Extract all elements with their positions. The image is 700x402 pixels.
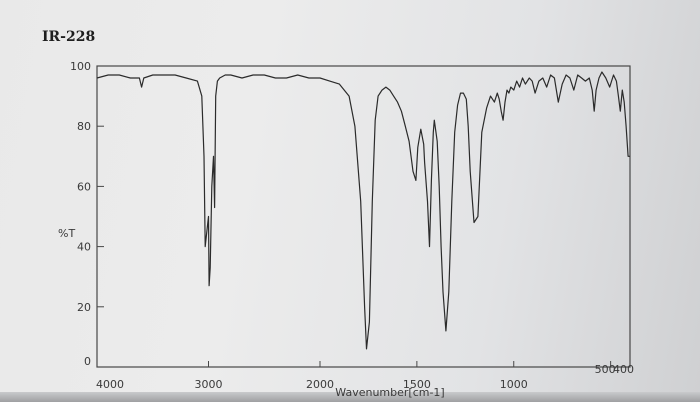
y-axis-ticks: 0 20 40 60 80 100 <box>70 60 104 368</box>
x-axis-label: Wavenumber[cm-1] <box>335 386 444 399</box>
y-tick-label: 0 <box>84 355 91 368</box>
x-tick-label: 4000 <box>96 378 124 391</box>
y-tick-label: 100 <box>70 60 91 73</box>
plot-frame <box>96 65 631 368</box>
y-axis-label: %T <box>58 227 75 240</box>
x-tick-label: 1500 <box>403 378 431 391</box>
chart-title: IR-228 <box>42 29 95 45</box>
x-tick-label: 500 <box>595 363 616 376</box>
x-tick-label: 2000 <box>306 378 334 391</box>
transmittance-series-line <box>96 71 630 350</box>
x-tick-label: 400 <box>613 363 634 376</box>
y-tick-label: 20 <box>77 301 91 314</box>
y-tick-label: 80 <box>77 120 91 133</box>
y-tick-label: 60 <box>77 180 91 193</box>
y-tick-label: 40 <box>77 241 91 254</box>
monitor-edge-shadow <box>0 392 700 402</box>
x-tick-label: 3000 <box>195 378 223 391</box>
x-tick-label: 1000 <box>500 378 528 391</box>
